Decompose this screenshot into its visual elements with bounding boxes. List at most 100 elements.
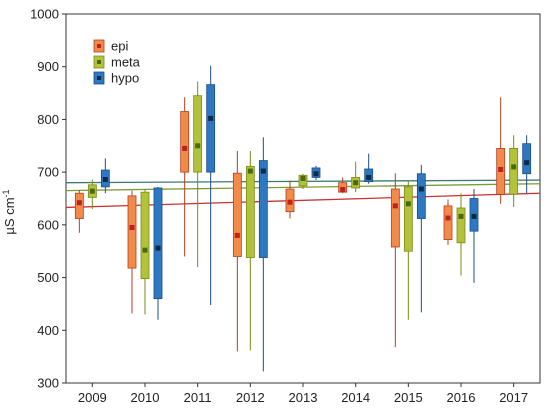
box-body [522, 143, 532, 175]
box-epi-2017 [496, 97, 506, 204]
box-body [403, 186, 413, 252]
box-body [140, 191, 150, 280]
box-body [180, 111, 190, 173]
box-meta-2013 [298, 173, 308, 190]
x-tick-label: 2012 [236, 390, 265, 405]
median-marker [247, 168, 253, 174]
y-axis-label: µS cm-1 [1, 189, 17, 234]
legend-item-epi: epi [93, 39, 128, 54]
y-tick-label: 600 [37, 217, 59, 232]
box-hypo-2010 [153, 186, 163, 320]
median-marker [102, 177, 108, 183]
y-tick-label: 400 [37, 323, 59, 338]
box-meta-2016 [456, 193, 466, 276]
median-marker [524, 160, 530, 166]
box-hypo-2012 [258, 137, 268, 372]
box-hypo-2015 [416, 164, 426, 313]
box-body [443, 205, 453, 241]
box-epi-2009 [74, 190, 84, 233]
legend-item-hypo: hypo [93, 71, 139, 86]
box-meta-2012 [245, 151, 255, 351]
x-tick-label: 2015 [394, 390, 423, 405]
median-marker [287, 199, 293, 205]
median-marker [471, 213, 477, 219]
median-marker [313, 171, 319, 177]
median-marker [208, 115, 214, 121]
x-tick-label: 2011 [184, 390, 212, 405]
y-tick-label: 900 [37, 59, 59, 74]
median-marker [353, 180, 359, 186]
box-body [509, 148, 519, 195]
box-meta-2015 [403, 180, 413, 320]
x-tick-label: 2010 [131, 390, 160, 405]
box-body [206, 84, 216, 173]
y-tick-label: 300 [37, 376, 59, 391]
box-body [258, 160, 268, 258]
legend-label: hypo [111, 71, 139, 86]
box-epi-2010 [127, 190, 137, 314]
legend-label: epi [111, 39, 128, 54]
median-marker [76, 200, 82, 206]
box-hypo-2014 [364, 153, 374, 184]
legend-marker [97, 44, 101, 48]
box-meta-2011 [193, 81, 203, 268]
median-marker [195, 143, 201, 149]
y-tick-label: 500 [37, 270, 59, 285]
x-tick-label: 2017 [499, 390, 528, 405]
box-body [74, 192, 84, 219]
legend-label: meta [111, 55, 141, 70]
box-hypo-2011 [206, 65, 216, 305]
median-marker [155, 245, 161, 251]
x-tick-label: 2009 [78, 390, 107, 405]
box-body [416, 173, 426, 219]
box-body [193, 95, 203, 173]
median-marker [445, 215, 451, 221]
box-body [456, 207, 466, 244]
box-body [245, 165, 255, 258]
median-marker [142, 247, 148, 253]
y-tick-label: 1000 [30, 7, 59, 22]
y-tick-label: 700 [37, 165, 59, 180]
y-tick-label: 800 [37, 112, 59, 127]
x-tick-label: 2014 [341, 390, 370, 405]
trend-line-epi [65, 192, 541, 209]
median-marker [129, 224, 135, 230]
median-marker [511, 164, 517, 170]
median-marker [418, 186, 424, 192]
median-marker [366, 174, 372, 180]
median-marker [182, 145, 188, 151]
box-meta-2014 [351, 161, 361, 193]
median-marker [340, 187, 346, 193]
median-marker [498, 167, 504, 173]
axes-layer: 300 400 500 600 700 800 900 1000 2009 2010 2011 201… [30, 7, 528, 406]
median-marker [405, 201, 411, 207]
box-meta-2017 [509, 135, 519, 207]
median-marker [392, 203, 398, 209]
legend-marker [97, 60, 101, 64]
box-body [390, 188, 400, 248]
box-hypo-2016 [469, 189, 479, 283]
legend-item-meta: meta [93, 55, 141, 70]
box-hypo-2017 [522, 135, 532, 194]
box-body [153, 187, 163, 300]
box-epi-2011 [180, 97, 190, 257]
box-body [127, 195, 137, 269]
legend-marker [97, 76, 101, 80]
median-marker [458, 213, 464, 219]
box-epi-2012 [232, 151, 242, 352]
box-body [232, 172, 242, 257]
box-meta-2009 [87, 179, 97, 210]
box-epi-2015 [390, 173, 400, 348]
x-tick-label: 2016 [447, 390, 476, 405]
y-axis-label-exponent: -1 [1, 189, 11, 197]
boxes-layer [74, 65, 532, 372]
median-marker [234, 232, 240, 238]
median-marker [300, 175, 306, 181]
median-marker [260, 168, 266, 174]
y-axis-label-unit: µS cm [2, 197, 17, 234]
median-marker [89, 188, 95, 194]
box-epi-2016 [443, 199, 453, 245]
